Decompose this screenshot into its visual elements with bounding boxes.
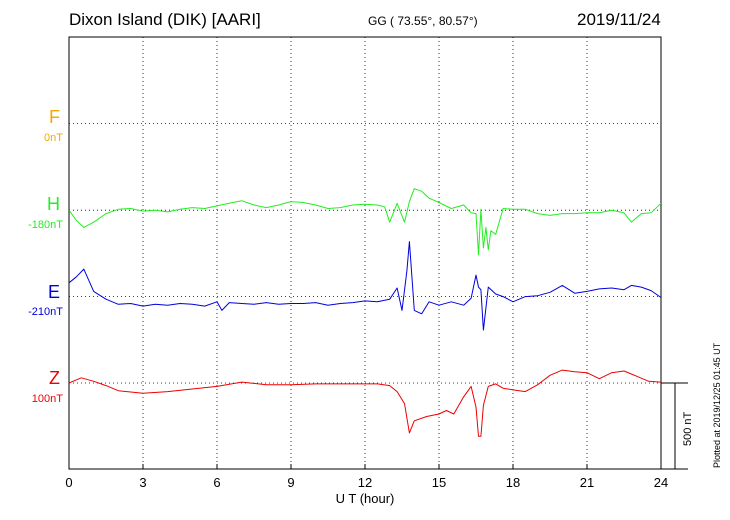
series-lines [68, 188, 662, 437]
x-tick-label-21: 21 [580, 475, 594, 490]
component-baseline-h: -180nT [28, 219, 63, 231]
component-letter-f: F [49, 107, 60, 127]
station-title: Dixon Island (DIK) [AARI] [69, 10, 261, 29]
series-line-h [68, 188, 662, 256]
component-letter-e: E [47, 282, 60, 302]
component-baseline-z: 100nT [31, 393, 63, 405]
series-line-z [68, 369, 662, 437]
date-label: 2019/11/24 [577, 10, 661, 29]
x-tick-label-3: 3 [139, 475, 146, 490]
x-tick-label-9: 9 [287, 475, 294, 490]
series-line-e [68, 241, 662, 331]
component-letter-h: H [47, 194, 60, 214]
plotted-timestamp: Plotted at 2019/12/25 01:45 UT [712, 342, 722, 468]
x-axis-ticks: 0 3 6 9 12 15 18 21 24 [65, 464, 668, 490]
x-tick-label-18: 18 [506, 475, 520, 490]
x-tick-label-15: 15 [432, 475, 446, 490]
x-tick-label-12: 12 [358, 475, 372, 490]
component-baseline-f: 0nT [44, 132, 63, 144]
geo-coordinates: GG ( 73.55°, 80.57°) [368, 14, 478, 28]
x-axis-title: U T (hour) [336, 491, 395, 506]
component-baseline-e: -210nT [28, 306, 63, 318]
scale-bar [661, 382, 688, 470]
x-tick-label-0: 0 [65, 475, 72, 490]
x-tick-label-24: 24 [654, 475, 668, 490]
grid-lines [69, 37, 661, 469]
scale-bar-label: 500 nT [682, 411, 694, 446]
component-letter-z: Z [49, 368, 60, 388]
x-tick-label-6: 6 [213, 475, 220, 490]
